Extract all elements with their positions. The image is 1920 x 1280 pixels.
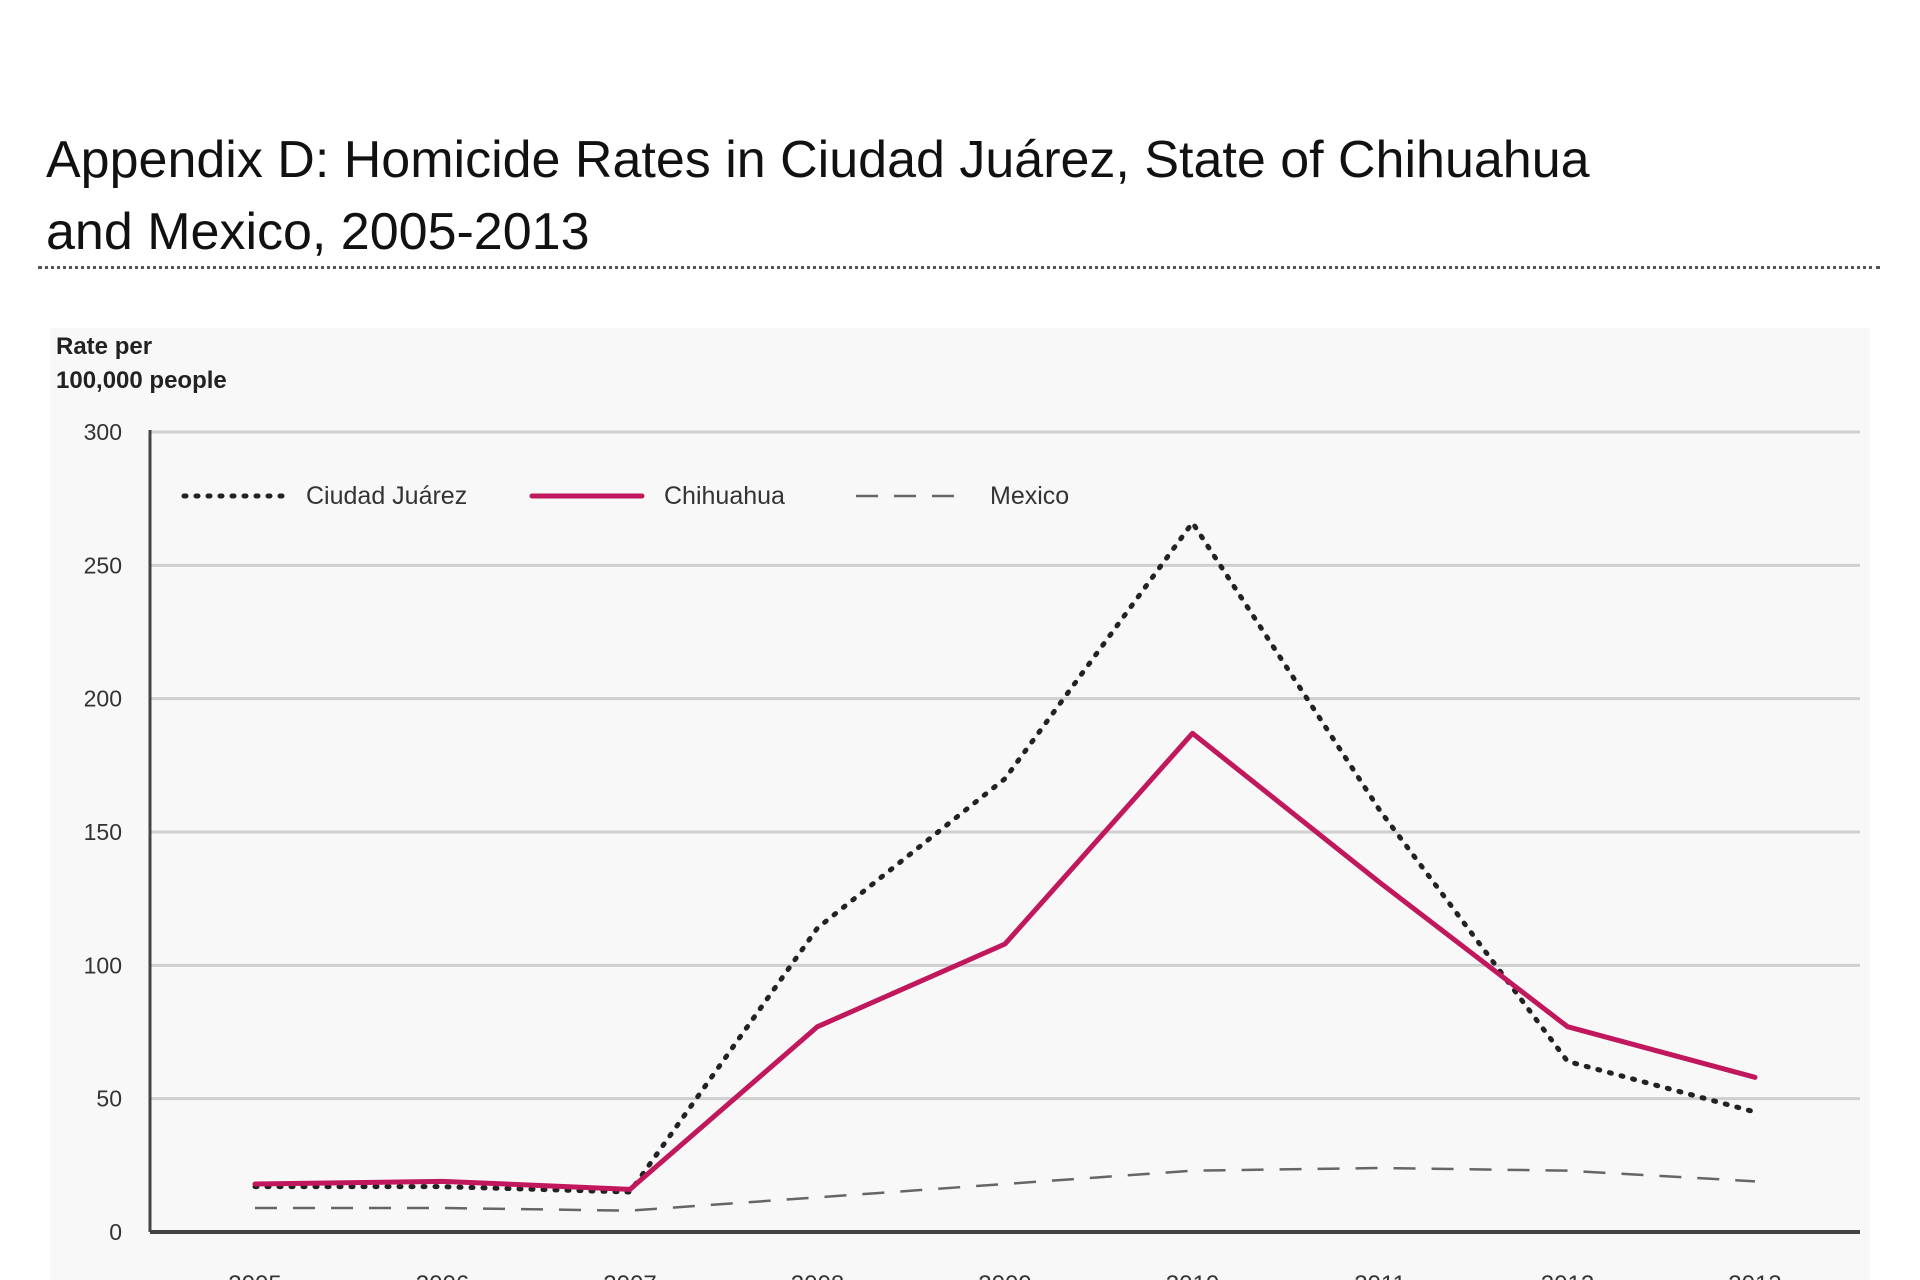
chart-title: Appendix D: Homicide Rates in Ciudad Juá… [46,124,1846,268]
point-mexico-2005 [254,1207,257,1210]
series-lines [252,520,1758,1212]
point-mexico-2007 [629,1209,632,1212]
point-chihuahua-2007 [629,1188,632,1191]
point-ciudad-ju-rez-2010 [1191,521,1194,524]
point-mexico-2012 [1566,1169,1569,1172]
legend: Ciudad Juárez Chihuahua Mexico [181,482,1069,510]
point-mexico-2013 [1754,1180,1757,1183]
y-tick-label-100: 100 [84,952,122,978]
x-tick-label-2009: 2009 [978,1271,1031,1280]
series-line-mexico [255,1166,1756,1212]
point-mexico-2008 [816,1196,819,1199]
y-tick-label-200: 200 [84,686,122,712]
point-chihuahua-2011 [1379,881,1382,884]
x-tick-labels: 2005 2006 2007 2008 2009 2010 2011 2012 2013 [228,1271,1781,1280]
legend-label-ciudad-ju-rez: Ciudad Juárez [306,482,467,510]
point-chihuahua-2009 [1004,943,1007,946]
line-chart: Rate per 100,000 people 0 50 100 150 200 250 3… [56,333,1860,1280]
chart-title-line-2: and Mexico, 2005-2013 [46,203,590,261]
title-divider [38,266,1880,269]
point-ciudad-ju-rez-2006 [441,1185,444,1188]
y-tick-label-300: 300 [84,419,122,445]
y-tick-label-0: 0 [109,1219,122,1245]
y-tick-label-250: 250 [84,552,122,578]
x-tick-label-2008: 2008 [791,1271,844,1280]
x-tick-label-2011: 2011 [1354,1271,1406,1280]
grid-lines [150,430,1860,1101]
point-mexico-2010 [1191,1169,1194,1172]
chart-title-line-1: Appendix D: Homicide Rates in Ciudad Juá… [46,131,1590,189]
point-mexico-2011 [1379,1167,1382,1170]
point-mexico-2006 [441,1207,444,1210]
chart-panel: Rate per 100,000 people 0 50 100 150 200 250 3… [50,328,1870,1280]
point-chihuahua-2005 [254,1183,257,1186]
point-mexico-2009 [1004,1183,1007,1186]
point-ciudad-ju-rez-2008 [816,927,819,930]
point-chihuahua-2010 [1191,732,1194,735]
x-tick-label-2010: 2010 [1166,1271,1219,1280]
x-tick-label-2007: 2007 [603,1271,656,1280]
point-chihuahua-2008 [816,1025,819,1028]
point-chihuahua-2006 [441,1180,444,1183]
axes [148,430,1860,1234]
y-axis-label-line-2: 100,000 people [56,367,227,394]
y-tick-labels: 0 50 100 150 200 250 300 [84,419,122,1245]
legend-label-mexico: Mexico [990,482,1069,510]
series-line-chihuahua [252,730,1758,1192]
series-line-ciudad-ju-rez [252,520,1758,1195]
point-chihuahua-2012 [1566,1025,1569,1028]
x-tick-label-2006: 2006 [416,1271,469,1280]
y-tick-label-150: 150 [84,819,122,845]
point-chihuahua-2013 [1754,1076,1757,1079]
x-tick-label-2012: 2012 [1541,1271,1594,1280]
y-axis-label-line-1: Rate per [56,333,152,360]
x-tick-label-2005: 2005 [228,1271,281,1280]
point-ciudad-ju-rez-2012 [1566,1060,1569,1063]
y-tick-label-50: 50 [96,1086,122,1112]
point-ciudad-ju-rez-2011 [1379,809,1382,812]
point-ciudad-ju-rez-2013 [1754,1111,1757,1114]
x-tick-label-2013: 2013 [1728,1271,1781,1280]
legend-label-chihuahua: Chihuahua [664,482,785,510]
point-ciudad-ju-rez-2009 [1004,777,1007,780]
